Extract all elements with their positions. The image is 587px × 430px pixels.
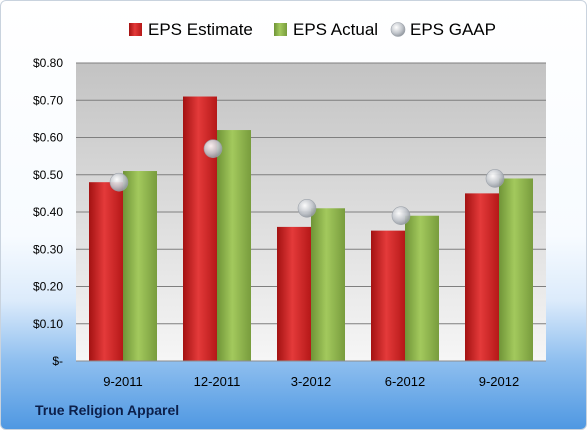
legend-label: EPS Estimate (148, 20, 253, 39)
point-eps-gaap (391, 206, 411, 226)
bars (89, 96, 533, 362)
company-name: True Religion Apparel (35, 402, 180, 418)
bar-eps-estimate (183, 96, 217, 362)
y-tick-label: $0.40 (33, 205, 63, 219)
x-tick-label: 3-2012 (291, 374, 331, 389)
x-axis-tick-labels: 9-2011 12-2011 3-2012 6-2012 9-2012 (103, 374, 519, 389)
legend-label: EPS Actual (293, 20, 378, 39)
legend: EPS Estimate EPS Actual EPS GAAP (129, 20, 496, 39)
y-tick-label: $0.50 (33, 168, 63, 182)
point-eps-gaap (109, 172, 129, 192)
bar-eps-actual (217, 130, 251, 361)
x-tick-label: 9-2011 (103, 374, 143, 389)
x-tick-label: 9-2012 (479, 374, 519, 389)
y-tick-label: $0.10 (33, 317, 63, 331)
x-tick-label: 12-2011 (194, 374, 241, 389)
bar-eps-estimate (371, 230, 405, 361)
bar-eps-actual (499, 178, 533, 361)
bar-eps-actual (311, 208, 345, 361)
y-tick-label: $0.60 (33, 131, 63, 145)
bar-eps-estimate (89, 182, 123, 361)
y-tick-label: $0.70 (33, 93, 63, 107)
gaap-points (109, 139, 505, 226)
legend-swatch (129, 23, 142, 36)
point-eps-gaap (485, 169, 505, 188)
y-tick-label: $0.30 (33, 242, 63, 256)
bar-eps-actual (405, 215, 439, 361)
x-tick-label: 6-2012 (385, 374, 425, 389)
legend-label: EPS GAAP (410, 20, 496, 39)
bar-eps-estimate (277, 226, 311, 361)
y-axis-tick-labels: $0.80 $0.70 $0.60 $0.50 $0.40 $0.30 $0.20 $0.10… (33, 56, 63, 368)
point-eps-gaap (203, 139, 223, 158)
y-tick-label: $0.20 (33, 280, 63, 294)
legend-swatch (390, 22, 406, 37)
legend-swatch (274, 23, 287, 36)
y-tick-label: $- (52, 354, 63, 368)
bar-eps-estimate (465, 193, 499, 361)
y-tick-label: $0.80 (33, 56, 63, 70)
point-eps-gaap (297, 198, 317, 218)
bar-eps-actual (123, 171, 157, 361)
